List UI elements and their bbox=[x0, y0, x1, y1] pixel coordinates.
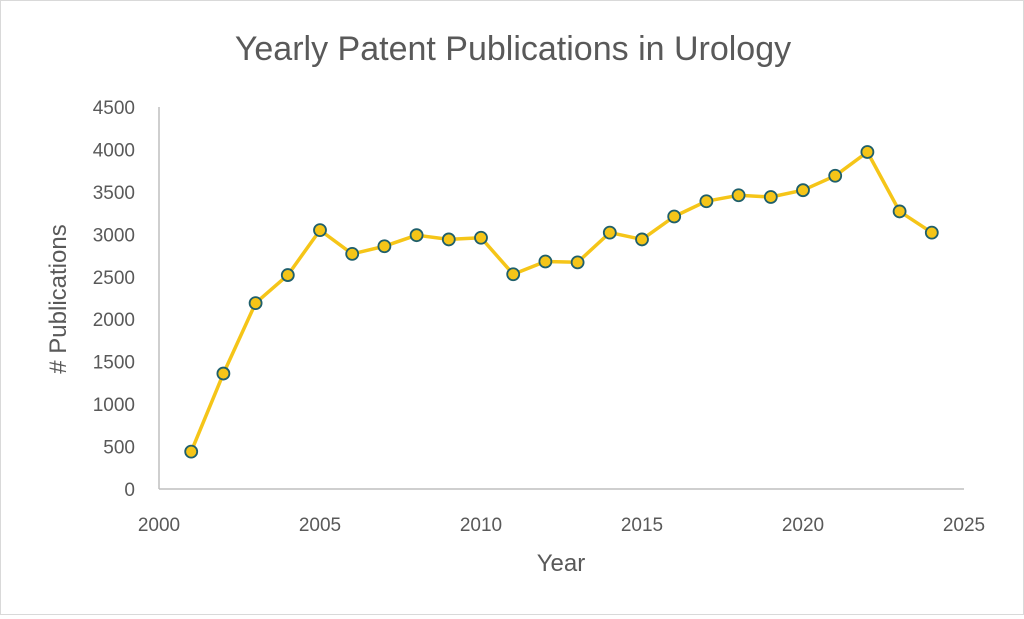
x-tick-label: 2010 bbox=[460, 515, 502, 536]
data-point bbox=[506, 267, 521, 282]
y-tick-label: 3500 bbox=[93, 183, 135, 204]
x-tick-label: 2000 bbox=[138, 515, 180, 536]
data-point bbox=[313, 223, 327, 237]
y-tick-label: 500 bbox=[103, 438, 135, 459]
data-point bbox=[796, 183, 810, 198]
data-point bbox=[409, 228, 424, 243]
x-tick-label: 2020 bbox=[782, 515, 824, 536]
chart-title: Yearly Patent Publications in Urology bbox=[235, 30, 791, 68]
y-tick-label: 2000 bbox=[93, 310, 135, 331]
data-point bbox=[474, 230, 488, 245]
y-axis-ticks: 0 500 1000 1500 2000 2500 3000 3500 4000 4500 bbox=[93, 98, 135, 501]
series-line bbox=[189, 150, 933, 453]
y-tick-label: 1500 bbox=[93, 353, 135, 374]
y-tick-label: 2500 bbox=[93, 268, 135, 289]
data-point bbox=[538, 254, 553, 269]
x-tick-label: 2015 bbox=[621, 515, 663, 536]
x-tick-label: 2025 bbox=[943, 515, 985, 536]
data-point bbox=[924, 225, 939, 240]
data-point bbox=[860, 145, 875, 159]
data-point bbox=[602, 225, 617, 240]
data-point bbox=[377, 239, 392, 254]
data-point bbox=[280, 268, 295, 282]
y-tick-label: 4500 bbox=[93, 98, 135, 119]
data-point bbox=[731, 188, 746, 203]
x-tick-label: 2005 bbox=[299, 515, 341, 536]
data-point bbox=[570, 255, 585, 270]
y-tick-label: 0 bbox=[124, 480, 135, 501]
data-point bbox=[828, 168, 843, 183]
x-axis-ticks: 2000 2005 2010 2015 2020 2025 bbox=[138, 515, 985, 536]
y-tick-label: 1000 bbox=[93, 395, 135, 416]
y-tick-label: 3000 bbox=[93, 225, 135, 246]
data-point bbox=[763, 190, 778, 204]
data-point bbox=[635, 232, 649, 247]
x-axis-title: Year bbox=[537, 550, 586, 577]
data-point bbox=[667, 209, 682, 224]
data-point bbox=[892, 204, 907, 219]
data-point bbox=[248, 296, 263, 310]
data-point bbox=[216, 366, 231, 381]
y-axis-title: # Publications bbox=[45, 224, 72, 373]
y-tick-label: 4000 bbox=[93, 140, 135, 161]
data-point bbox=[345, 246, 360, 261]
series-publications bbox=[184, 145, 939, 459]
data-point bbox=[184, 444, 199, 459]
data-point bbox=[441, 232, 456, 247]
data-point bbox=[699, 194, 714, 209]
